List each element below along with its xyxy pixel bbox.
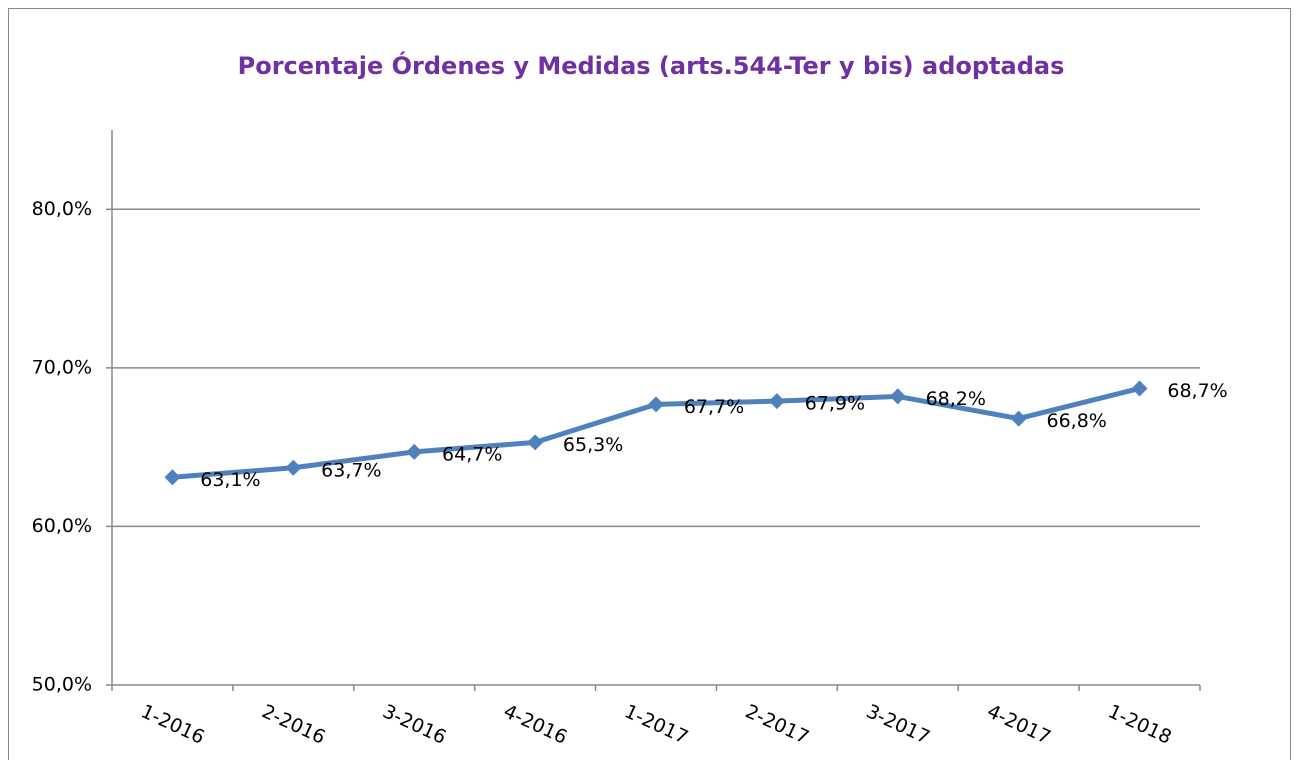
y-tick-label: 70,0% (32, 356, 92, 378)
data-label: 64,7% (442, 443, 502, 465)
data-marker (648, 396, 664, 413)
data-label: 63,7% (321, 459, 381, 481)
data-label: 63,1% (200, 469, 260, 491)
data-label: 68,7% (1167, 380, 1227, 402)
chart-frame (8, 8, 1291, 760)
data-marker (1131, 380, 1148, 397)
data-label: 66,8% (1046, 410, 1106, 432)
y-tick-label: 50,0% (32, 674, 92, 696)
data-label: 65,3% (563, 434, 623, 456)
data-marker (527, 434, 544, 451)
data-marker (164, 469, 181, 486)
data-marker (406, 443, 423, 460)
data-label: 67,9% (805, 393, 865, 415)
data-marker (889, 388, 906, 405)
data-marker (1010, 410, 1027, 427)
data-marker (768, 393, 785, 410)
y-tick-label: 60,0% (32, 515, 92, 537)
data-marker (285, 459, 302, 476)
y-tick-label: 80,0% (32, 198, 92, 220)
chart-title: Porcentaje Órdenes y Medidas (arts.544-T… (238, 50, 1065, 80)
data-label: 68,2% (926, 388, 986, 410)
data-label: 67,7% (684, 396, 744, 418)
